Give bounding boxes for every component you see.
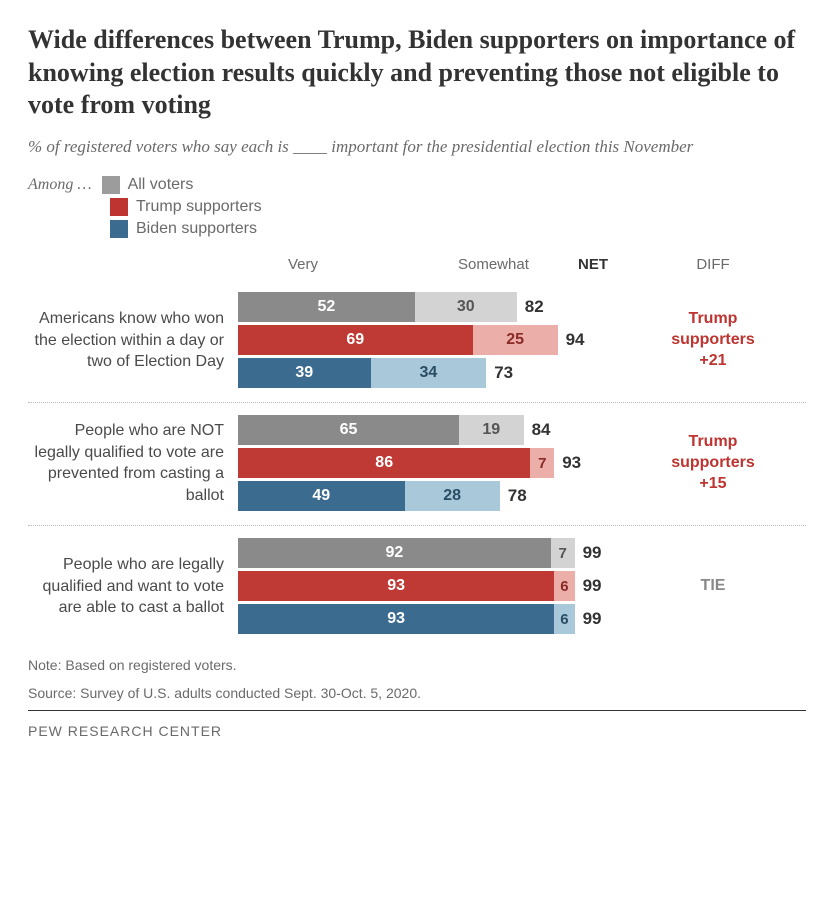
swatch-trump bbox=[110, 198, 128, 216]
seg-somewhat: 30 bbox=[415, 292, 517, 322]
group-label: Americans know who won the election with… bbox=[28, 308, 238, 373]
chart-area: Very Somewhat NET DIFF Americans know wh… bbox=[28, 256, 806, 648]
legend-among: Among … bbox=[28, 176, 92, 194]
brand: PEW RESEARCH CENTER bbox=[28, 723, 806, 739]
bar-row-biden: 3934 73 bbox=[238, 358, 628, 388]
bar-row-all: 5230 82 bbox=[238, 292, 628, 322]
swatch-all bbox=[102, 176, 120, 194]
bars-block: 5230 82 6925 94 3934 73 bbox=[238, 292, 628, 388]
seg-somewhat: 6 bbox=[554, 571, 574, 601]
diff-label: Trumpsupporters+15 bbox=[628, 432, 798, 494]
net-value: 99 bbox=[583, 609, 602, 629]
diff-label: TIE bbox=[628, 576, 798, 597]
diff-label: Trumpsupporters+21 bbox=[628, 309, 798, 371]
bar-row-biden: 4928 78 bbox=[238, 481, 628, 511]
note: Note: Based on registered voters. bbox=[28, 656, 806, 676]
legend-all-voters: All voters bbox=[128, 176, 194, 194]
chart-subtitle: % of registered voters who say each is _… bbox=[28, 136, 806, 159]
seg-very: 93 bbox=[238, 604, 554, 634]
diff-l2: supporters bbox=[628, 330, 798, 351]
swatch-biden bbox=[110, 220, 128, 238]
legend-trump: Trump supporters bbox=[136, 198, 262, 216]
seg-very: 52 bbox=[238, 292, 415, 322]
subtitle-post: important for the presidential election … bbox=[327, 137, 693, 156]
group-label: People who are legally qualified and wan… bbox=[28, 554, 238, 619]
col-net: NET bbox=[578, 256, 608, 273]
col-somewhat: Somewhat bbox=[458, 256, 529, 273]
diff-l1: TIE bbox=[628, 576, 798, 597]
seg-very: 39 bbox=[238, 358, 371, 388]
bar-row-all: 927 99 bbox=[238, 538, 628, 568]
net-value: 82 bbox=[525, 297, 544, 317]
chart-group: Americans know who won the election with… bbox=[28, 280, 806, 403]
legend: Among … All voters Trump supporters Bide… bbox=[28, 176, 806, 238]
diff-l3: +15 bbox=[628, 474, 798, 495]
chart-title: Wide differences between Trump, Biden su… bbox=[28, 24, 806, 122]
seg-very: 86 bbox=[238, 448, 530, 478]
legend-biden: Biden supporters bbox=[136, 220, 257, 238]
diff-l3: +21 bbox=[628, 351, 798, 372]
diff-l1: Trump bbox=[628, 432, 798, 453]
net-value: 99 bbox=[583, 576, 602, 596]
col-very: Very bbox=[288, 256, 318, 273]
net-value: 99 bbox=[583, 543, 602, 563]
net-value: 84 bbox=[532, 420, 551, 440]
subtitle-blank: ____ bbox=[293, 137, 327, 156]
bar-row-biden: 936 99 bbox=[238, 604, 628, 634]
bar-row-trump: 867 93 bbox=[238, 448, 628, 478]
net-value: 94 bbox=[566, 330, 585, 350]
chart-group: People who are legally qualified and wan… bbox=[28, 526, 806, 648]
subtitle-pre: % of registered voters who say each is bbox=[28, 137, 293, 156]
diff-l2: supporters bbox=[628, 453, 798, 474]
net-value: 73 bbox=[494, 363, 513, 383]
seg-somewhat: 6 bbox=[554, 604, 574, 634]
diff-l1: Trump bbox=[628, 309, 798, 330]
bar-row-trump: 936 99 bbox=[238, 571, 628, 601]
seg-somewhat: 7 bbox=[530, 448, 554, 478]
seg-somewhat: 25 bbox=[473, 325, 558, 355]
seg-very: 93 bbox=[238, 571, 554, 601]
source: Source: Survey of U.S. adults conducted … bbox=[28, 684, 806, 704]
seg-somewhat: 19 bbox=[459, 415, 524, 445]
seg-very: 49 bbox=[238, 481, 405, 511]
bar-row-trump: 6925 94 bbox=[238, 325, 628, 355]
seg-very: 92 bbox=[238, 538, 551, 568]
seg-very: 69 bbox=[238, 325, 473, 355]
col-diff: DIFF bbox=[696, 256, 729, 273]
bars-block: 6519 84867 93 4928 78 bbox=[238, 415, 628, 511]
seg-somewhat: 28 bbox=[405, 481, 500, 511]
footer-rule bbox=[28, 710, 806, 711]
chart-group: People who are NOT legally qualified to … bbox=[28, 403, 806, 526]
seg-somewhat: 34 bbox=[371, 358, 487, 388]
net-value: 78 bbox=[508, 486, 527, 506]
net-value: 93 bbox=[562, 453, 581, 473]
group-label: People who are NOT legally qualified to … bbox=[28, 420, 238, 506]
bars-block: 927 99 936 99 936 99 bbox=[238, 538, 628, 634]
seg-somewhat: 7 bbox=[551, 538, 575, 568]
bar-row-all: 6519 84 bbox=[238, 415, 628, 445]
seg-very: 65 bbox=[238, 415, 459, 445]
